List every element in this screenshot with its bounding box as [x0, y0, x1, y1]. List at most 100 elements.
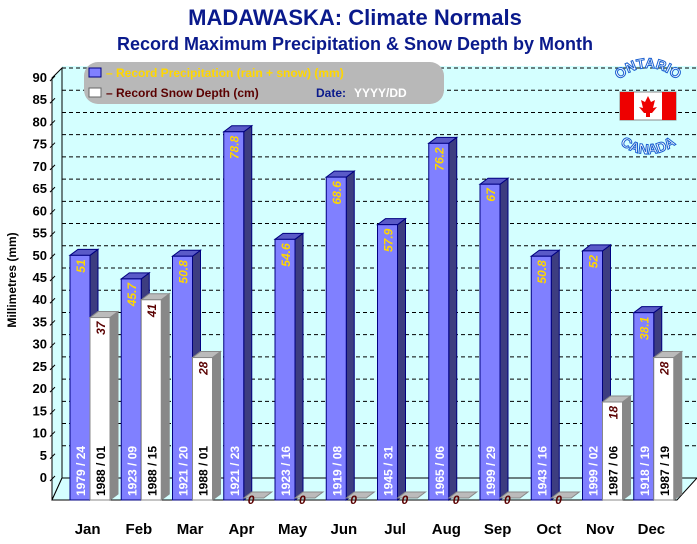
x-tick-label: Oct — [536, 521, 561, 538]
y-tick-mark — [49, 120, 56, 126]
x-tick-label: Sep — [484, 521, 512, 538]
x-tick-label: Jun — [331, 521, 358, 538]
bar-side — [550, 249, 560, 501]
y-tick-mark — [49, 231, 56, 237]
y-tick-label: 85 — [33, 92, 47, 107]
date-label: 1923 / 16 — [279, 446, 293, 496]
value-label: 51 — [74, 259, 88, 273]
y-tick-label: 10 — [33, 426, 47, 441]
value-label: 28 — [197, 361, 211, 376]
y-tick-mark — [49, 386, 56, 393]
y-tick-mark — [49, 431, 56, 437]
date-label: 1999 / 29 — [484, 446, 498, 496]
value-label: 50.8 — [177, 260, 191, 284]
snow-bar — [653, 357, 675, 501]
y-tick-mark — [49, 275, 56, 282]
value-label: 38.1 — [638, 316, 652, 340]
value-label: 0 — [299, 493, 306, 507]
value-label: 0 — [504, 493, 511, 507]
x-tick-label: Feb — [126, 521, 153, 538]
bar-zero — [293, 491, 325, 499]
y-tick-label: 90 — [33, 70, 47, 85]
y-axis-label: Millimetres (mm) — [5, 232, 19, 327]
y-tick-mark — [49, 97, 56, 104]
value-label: 78.8 — [228, 135, 242, 159]
value-label: 52 — [587, 255, 601, 269]
y-tick-mark — [49, 164, 56, 171]
bar-side — [448, 136, 458, 501]
value-label: 0 — [248, 493, 255, 507]
bar-side — [345, 170, 355, 501]
x-tick-label: Jan — [75, 521, 101, 538]
ontario-canada-logo: ONTARIO CANADA — [611, 54, 686, 157]
x-tick-label: Apr — [228, 521, 254, 538]
bar-side — [109, 310, 119, 501]
y-tick-mark — [49, 142, 56, 149]
date-label: 1979 / 24 — [74, 446, 88, 496]
y-tick-mark — [49, 320, 56, 326]
legend-date-label: Date: — [316, 86, 346, 100]
precip-bar — [582, 250, 603, 501]
value-label: 18 — [607, 406, 621, 420]
y-tick-label: 35 — [33, 314, 47, 329]
precip-bar — [377, 224, 398, 501]
bar-side — [397, 217, 406, 501]
y-tick-label: 80 — [33, 114, 47, 129]
snow-bar — [192, 357, 213, 501]
legend-precip: – Record Precipitation (rain + snow) (mm… — [106, 66, 344, 80]
legend-snow: – Record Snow Depth (cm) — [106, 86, 259, 100]
y-tick-label: 5 — [40, 448, 47, 463]
y-tick-mark — [49, 475, 56, 482]
precip-bar — [274, 238, 296, 501]
legend-swatch-precip — [88, 67, 102, 78]
date-label: 1943 / 16 — [535, 446, 549, 496]
y-tick-mark — [49, 408, 56, 415]
date-label: 1987 / 06 — [607, 446, 621, 496]
bar-zero — [396, 491, 427, 499]
value-label: 0 — [453, 493, 460, 507]
bar-zero — [447, 491, 479, 499]
chart-subtitle: Record Maximum Precipitation & Snow Dept… — [117, 34, 593, 54]
value-label: 54.6 — [279, 243, 293, 267]
value-label: 45.7 — [125, 282, 139, 308]
value-label: 28 — [658, 361, 672, 376]
bar-zero — [344, 491, 376, 499]
precip-bar — [479, 183, 501, 501]
date-label: 1919 / 08 — [330, 446, 344, 496]
y-tick-label: 70 — [33, 159, 47, 174]
y-tick-label: 0 — [40, 470, 47, 485]
precip-bar — [428, 142, 450, 501]
date-label: 1988 / 01 — [94, 446, 108, 496]
value-label: 0 — [402, 493, 409, 507]
plot-side-wall — [51, 66, 63, 501]
bar-side — [622, 395, 631, 501]
y-tick-label: 60 — [33, 203, 47, 218]
bar-side — [499, 177, 509, 501]
value-label: 41 — [145, 303, 159, 318]
date-label: 1988 / 15 — [145, 446, 159, 496]
date-label: 1965 / 06 — [433, 446, 447, 496]
precip-bar — [325, 176, 347, 501]
y-tick-mark — [49, 342, 56, 349]
date-label: 1988 / 01 — [197, 446, 211, 496]
snow-bar — [140, 299, 162, 501]
bar-zero — [549, 491, 581, 499]
y-tick-mark — [49, 75, 56, 82]
bar-side — [212, 350, 221, 501]
precip-bar — [223, 131, 245, 501]
value-label: 50.8 — [535, 260, 549, 284]
y-tick-mark — [49, 453, 56, 460]
y-tick-mark — [49, 364, 56, 371]
y-tick-label: 20 — [33, 381, 47, 396]
x-tick-label: Nov — [586, 521, 615, 538]
value-label: 0 — [555, 493, 562, 507]
y-tick-label: 75 — [33, 137, 47, 152]
snow-bar — [602, 401, 623, 501]
y-tick-label: 40 — [33, 292, 47, 307]
date-label: 1987 / 19 — [658, 446, 672, 496]
value-label: 76.2 — [433, 147, 447, 171]
date-label: 1921 / 20 — [177, 446, 191, 496]
legend-swatch-snow — [88, 87, 102, 98]
